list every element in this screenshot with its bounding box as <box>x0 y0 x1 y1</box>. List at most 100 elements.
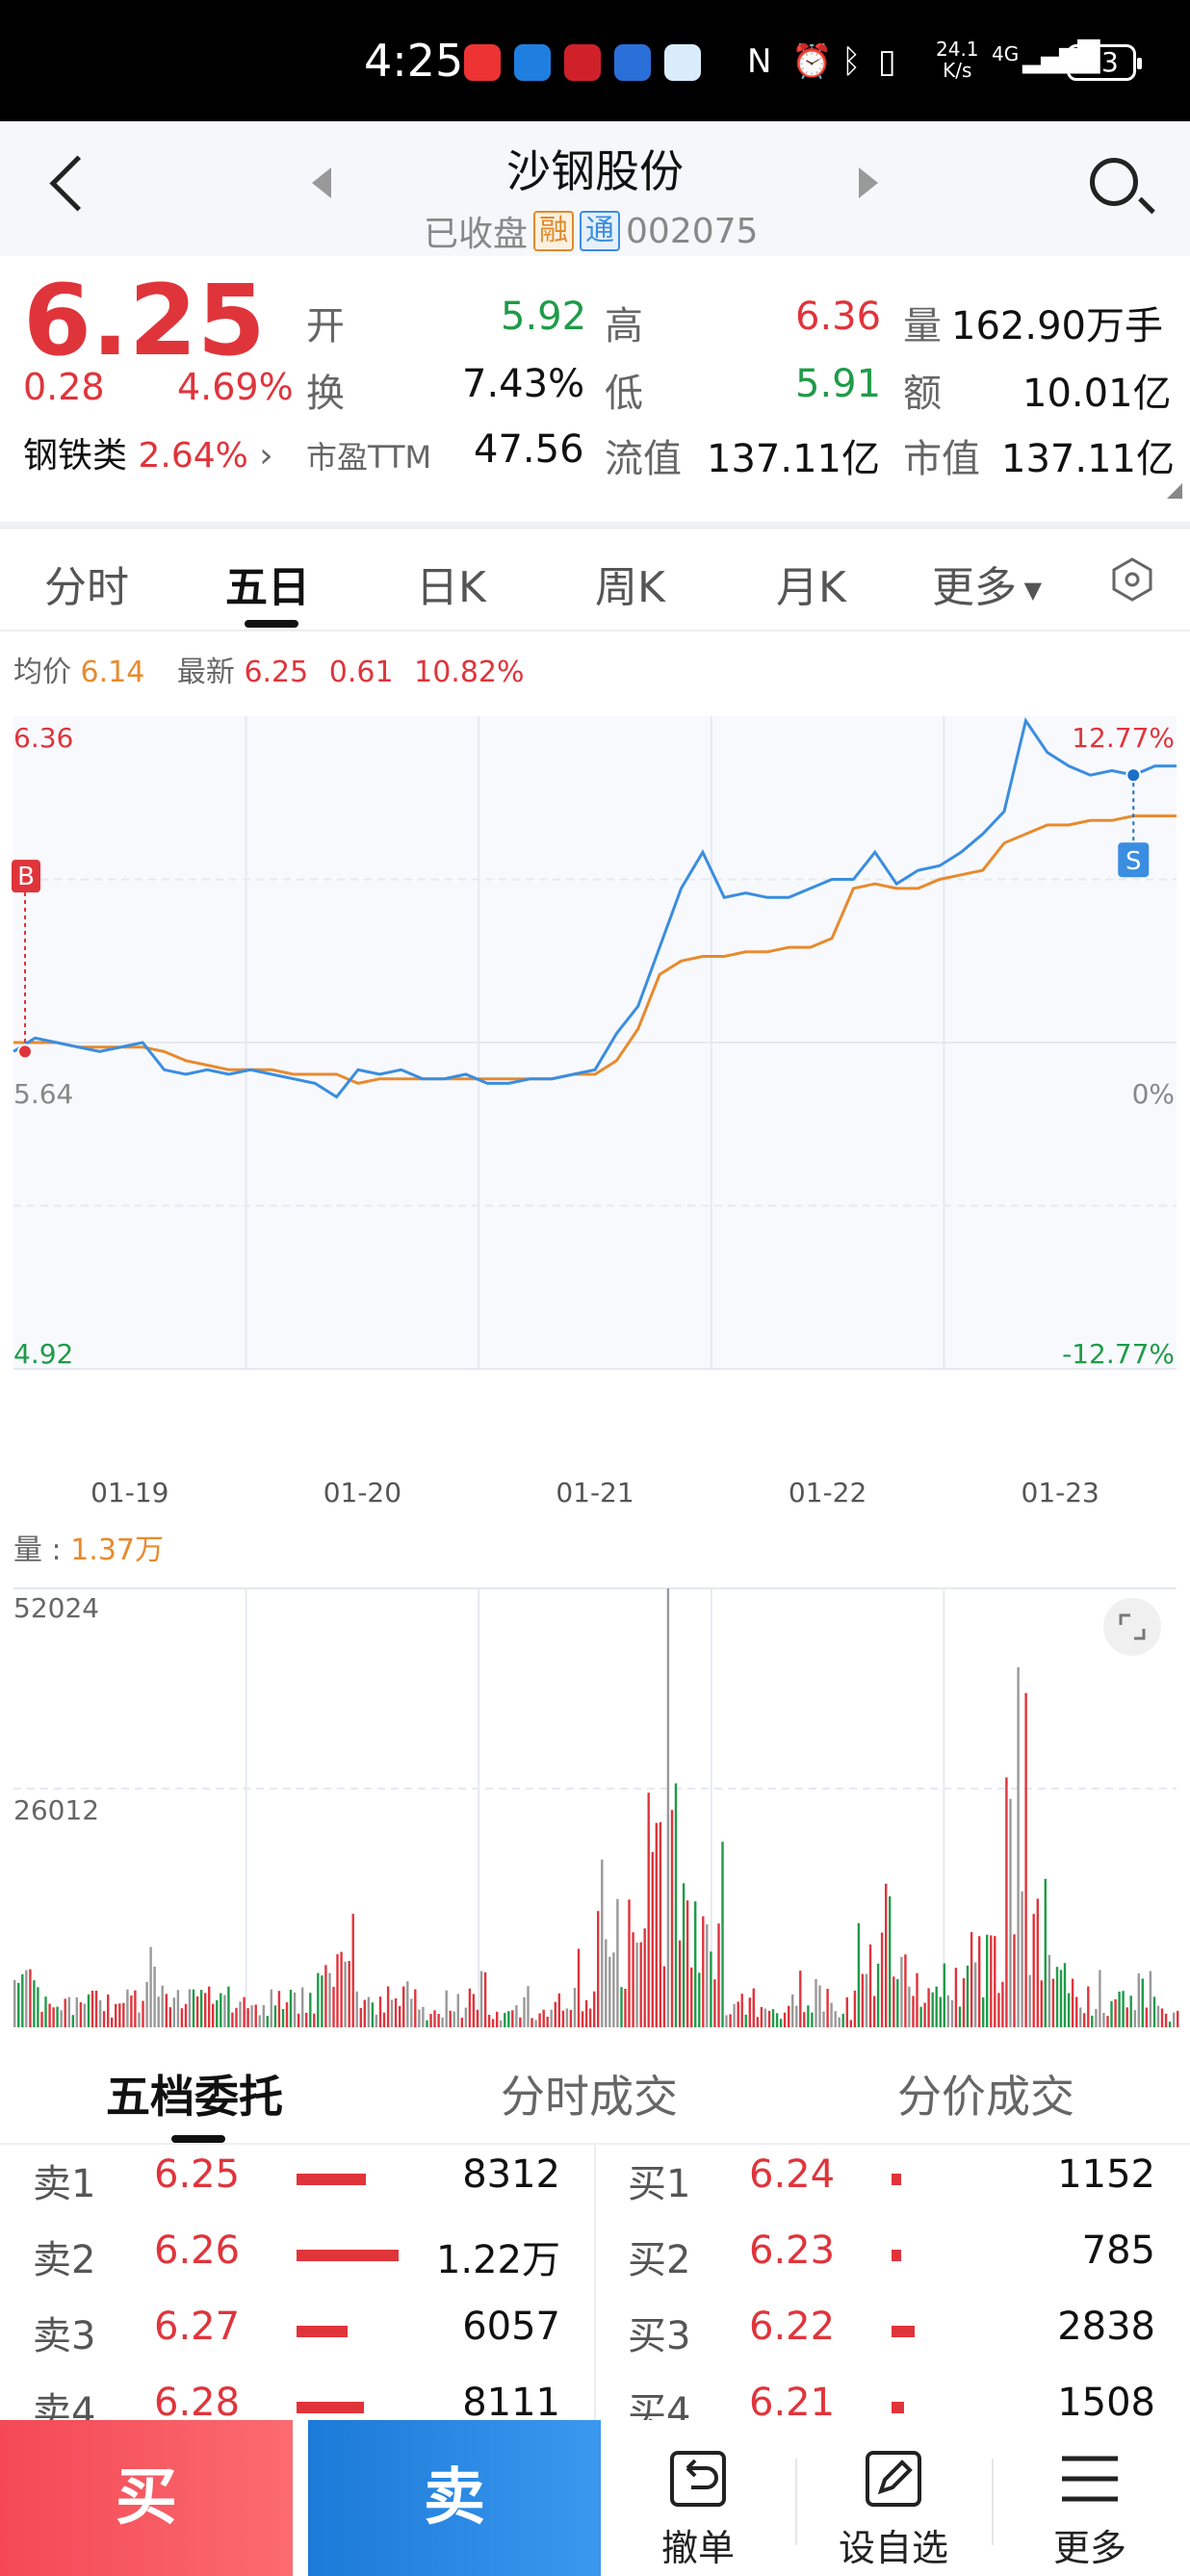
volume-bar <box>367 1996 371 2027</box>
orderbook-row[interactable]: 卖2 6.26 1.22万 <box>33 2228 560 2286</box>
legend-avg-label: 均价 <box>13 656 71 689</box>
volume-bar <box>682 1883 686 2027</box>
low-value: 5.91 <box>795 362 882 406</box>
volume-bar <box>348 1961 350 2027</box>
orderbook-row[interactable]: 买1 6.24 1152 <box>628 2152 1155 2210</box>
volume-bar <box>297 2013 300 2027</box>
volume-bars <box>13 1588 1179 2027</box>
volume-bar <box>195 1996 199 2027</box>
volume-bar <box>569 2010 573 2027</box>
huawei-app-icon <box>464 44 501 81</box>
market-status: 已收盘 <box>424 215 529 254</box>
volume-bar <box>321 1975 323 2027</box>
volume-bar <box>204 1993 207 2027</box>
settings-hex-icon[interactable] <box>1109 556 1155 603</box>
messenger-app-icon <box>514 44 551 81</box>
x-tick-label: 01-21 <box>556 1477 634 1508</box>
volume-legend: 量 : 1.37万 <box>13 1533 164 1567</box>
sell-button[interactable]: 卖 <box>308 2420 601 2576</box>
volume-bar <box>628 1899 631 2027</box>
volume-bar <box>710 1951 712 2027</box>
volume-bar <box>48 2003 51 2027</box>
search-icon[interactable] <box>1090 158 1138 206</box>
volume-bar <box>593 1991 596 2027</box>
add-watchlist-button[interactable]: 设自选 <box>797 2420 990 2576</box>
volume-bar <box>670 1810 674 2027</box>
chart-svg[interactable]: 均价 6.14 最新 6.25 0.61 10.82% 6.36 5.64 4.… <box>0 631 1190 2027</box>
volume-value: 162.90万手 <box>951 304 1163 348</box>
volume-bar <box>1129 1996 1132 2027</box>
orderbook-row[interactable]: 买3 6.22 2838 <box>628 2305 1155 2362</box>
volume-bar <box>935 1986 938 2027</box>
volume-bar <box>799 1971 802 2027</box>
tab-monthly-k[interactable]: 月K <box>776 563 846 612</box>
volume-bar <box>733 2004 736 2027</box>
volume-bar <box>519 2017 522 2027</box>
cancel-order-button[interactable]: 撤单 <box>602 2420 794 2576</box>
volume-bar <box>919 2006 922 2027</box>
volume-bar <box>838 2017 841 2027</box>
volume-bar <box>227 1986 230 2027</box>
menu-icon <box>1062 2456 1118 2502</box>
tab-price-trades[interactable]: 分价成交 <box>897 2071 1074 2123</box>
five-day-chart[interactable]: 均价 6.14 最新 6.25 0.61 10.82% 6.36 5.64 4.… <box>0 631 1190 2027</box>
orderbook-row[interactable]: 卖1 6.25 8312 <box>33 2152 560 2210</box>
volume-bar <box>75 1996 78 2027</box>
buy-button[interactable]: 买 <box>0 2420 293 2576</box>
volume-bar <box>262 2005 265 2027</box>
volume-bar <box>639 1942 642 2027</box>
volume-bar <box>153 1966 156 2027</box>
x-tick-label: 01-23 <box>1022 1477 1099 1508</box>
float-cap-value: 137.11亿 <box>707 437 880 481</box>
volume-bar <box>1152 1996 1156 2027</box>
tab-more[interactable]: 更多 ▼ <box>932 563 1043 612</box>
volume-bar <box>775 2013 779 2027</box>
volume-bar <box>289 1990 293 2027</box>
volume-bar <box>900 1956 903 2027</box>
volume-legend-label: 量 <box>13 1533 42 1567</box>
volume-bar <box>760 2007 763 2027</box>
tab-intraday[interactable]: 分时 <box>44 563 129 612</box>
volume-bar <box>394 1997 398 2027</box>
sector-link[interactable]: 钢铁类 2.64% › <box>23 427 273 477</box>
volume-bar <box>515 2005 518 2027</box>
volume-bar <box>479 1971 483 2027</box>
expand-corner-icon[interactable] <box>1167 483 1182 499</box>
volume-bar <box>239 2001 242 2027</box>
orderbook-row[interactable]: 卖3 6.27 6057 <box>33 2305 560 2362</box>
ob-volume-bar <box>892 2402 904 2413</box>
amount-label: 额 <box>903 372 942 416</box>
volume-bar <box>122 2002 125 2027</box>
volume-bar <box>1024 1692 1027 2027</box>
volume-bar <box>872 1996 876 2027</box>
tab-weekly-k[interactable]: 周K <box>595 563 665 612</box>
volume-bar <box>328 1972 331 2027</box>
next-stock-icon[interactable] <box>859 167 878 198</box>
prev-stock-icon[interactable] <box>312 167 331 198</box>
volume-bar <box>826 1989 829 2027</box>
volume-bar <box>437 2014 440 2027</box>
volume-bar <box>250 2005 253 2027</box>
tab-daily-k[interactable]: 日K <box>416 563 486 612</box>
connect-tag: 通 <box>580 211 621 251</box>
stock-subline: 已收盘 融 通 002075 <box>424 206 758 256</box>
x-axis-labels: 01-19 01-20 01-21 01-22 01-23 <box>91 1477 1099 1508</box>
ob-volume: 8312 <box>462 2152 560 2197</box>
volume-bar <box>52 2007 55 2027</box>
volume-bar <box>254 2004 257 2027</box>
volume-bar <box>433 2010 436 2027</box>
pe-value: 47.56 <box>474 427 584 472</box>
tab-tick-trades[interactable]: 分时成交 <box>501 2071 678 2123</box>
orderbook-row[interactable]: 买2 6.23 785 <box>628 2228 1155 2286</box>
tab-five-day[interactable]: 五日 <box>225 563 310 612</box>
volume-bar <box>1106 2016 1109 2027</box>
price-line-group <box>13 717 1177 1099</box>
tab-five-levels[interactable]: 五档委托 <box>106 2071 283 2123</box>
ob-level-label: 卖2 <box>33 2238 96 2282</box>
volume-bar <box>1059 1970 1063 2027</box>
volume-bar <box>293 1992 297 2027</box>
volume-bar <box>666 1588 670 2027</box>
volume-bar <box>1087 1986 1090 2027</box>
ob-active-indicator <box>171 2135 225 2143</box>
more-button[interactable]: 更多 <box>994 2420 1186 2576</box>
